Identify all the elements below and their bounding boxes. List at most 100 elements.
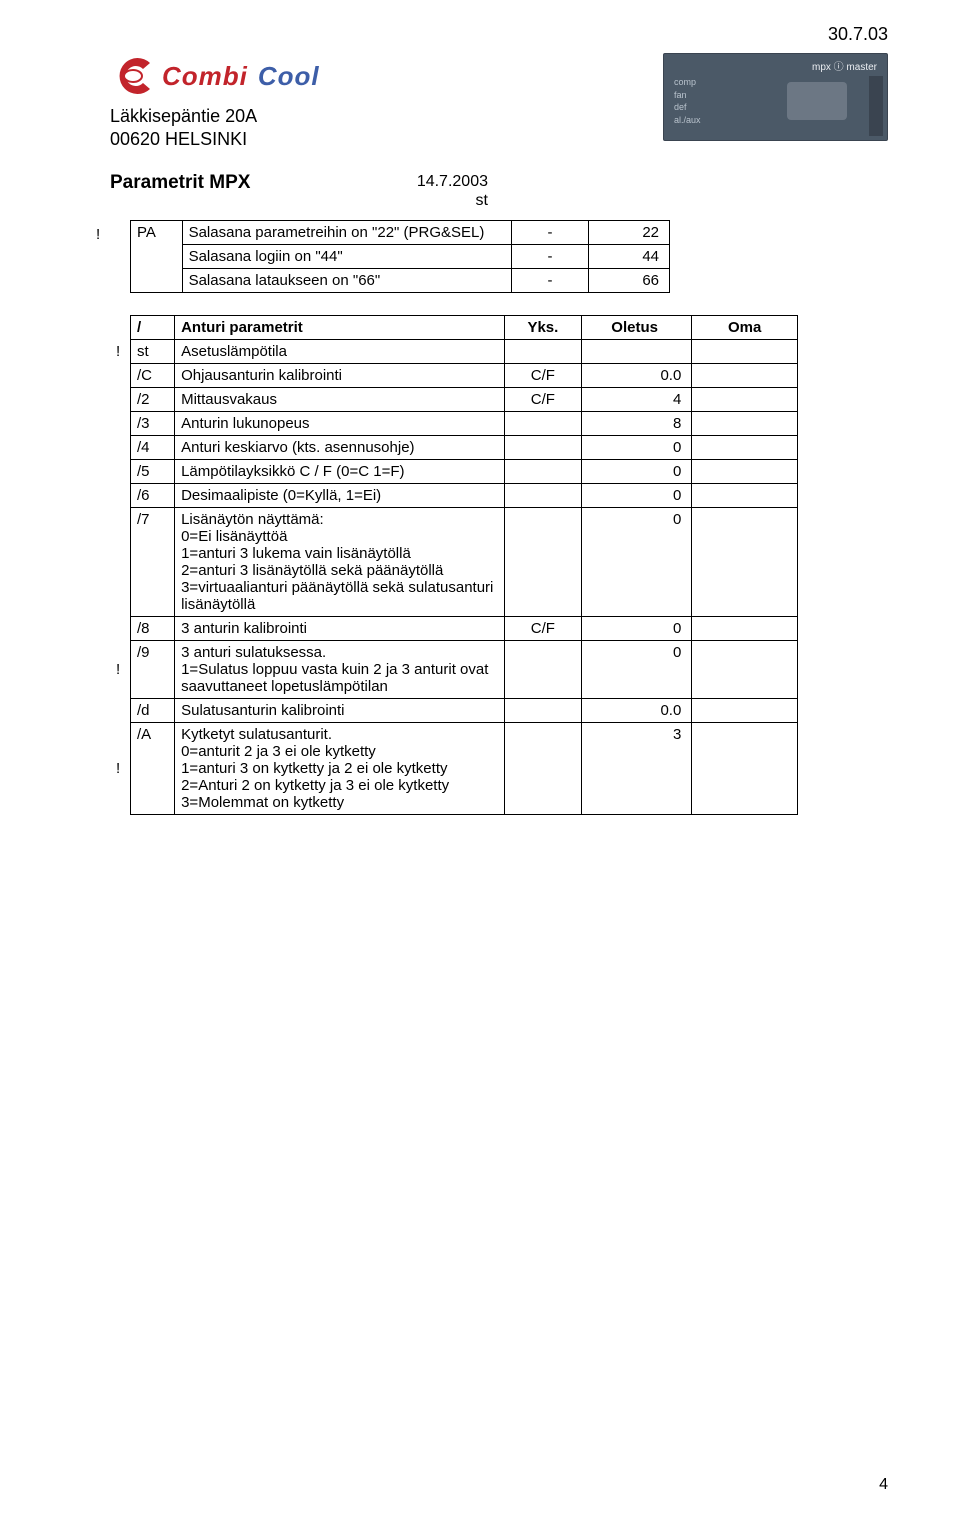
table2-desc: Asetuslämpötila	[175, 340, 505, 364]
table2-code: /8	[131, 617, 175, 641]
table1-unit: -	[512, 221, 589, 245]
table2-row: /COhjausanturin kalibrointiC/F0.0	[131, 364, 798, 388]
table1-value: 22	[588, 221, 669, 245]
table2-oma	[692, 617, 798, 641]
table2-value: 0	[581, 641, 691, 699]
table2-header-row: / Anturi parametrit Yks. Oletus Oma	[131, 316, 798, 340]
table2-oma	[692, 460, 798, 484]
table2-value: 8	[581, 412, 691, 436]
table2-value: 3	[581, 723, 691, 815]
table2-desc: Mittausvakaus	[175, 388, 505, 412]
logo-text: Combi Cool	[162, 61, 320, 92]
table2-value: 0.0	[581, 364, 691, 388]
doc-date-sub: st	[417, 191, 488, 210]
table1-row: Salasana logiin on "44"-44	[131, 245, 670, 269]
table2-unit	[504, 508, 581, 617]
col-header-code: /	[131, 316, 175, 340]
col-header-oma: Oma	[692, 316, 798, 340]
table2-exclam: !	[116, 661, 120, 678]
table2-code: /3	[131, 412, 175, 436]
address-line2: 00620 HELSINKI	[110, 128, 663, 151]
table2-row: /5Lämpötilayksikkö C / F (0=C 1=F)0	[131, 460, 798, 484]
table1: PASalasana parametreihin on "22" (PRG&SE…	[130, 220, 670, 293]
table2-oma	[692, 508, 798, 617]
device-display	[787, 82, 847, 120]
page: 30.7.03 Combi Cool Läkkisepäntie 20A 006…	[0, 0, 960, 1524]
table2-value	[581, 340, 691, 364]
logo-c-icon	[110, 53, 156, 99]
table2-unit	[504, 641, 581, 699]
table2-row: /AKytketyt sulatusanturit. 0=anturit 2 j…	[131, 723, 798, 815]
table2-code: st	[131, 340, 175, 364]
table2-code: /9	[131, 641, 175, 699]
table2-unit: C/F	[504, 617, 581, 641]
table2-desc: Anturin lukunopeus	[175, 412, 505, 436]
table1-exclam: !	[96, 226, 100, 243]
table1-desc: Salasana logiin on "44"	[182, 245, 512, 269]
table1-desc: Salasana parametreihin on "22" (PRG&SEL)	[182, 221, 512, 245]
doc-date: 14.7.2003 st	[417, 172, 488, 210]
table2-value: 0.0	[581, 699, 691, 723]
device-brand-strip	[869, 76, 883, 136]
table2-unit	[504, 723, 581, 815]
table2-row: /83 anturin kalibrointiC/F0	[131, 617, 798, 641]
device-mpx-label: mpx ⓘ master	[812, 58, 877, 73]
table2-unit	[504, 460, 581, 484]
logo: Combi Cool	[110, 53, 663, 99]
table2-value: 0	[581, 460, 691, 484]
top-date: 30.7.03	[110, 24, 888, 45]
table2-oma	[692, 340, 798, 364]
table2-unit	[504, 412, 581, 436]
table2-value: 0	[581, 484, 691, 508]
device-image: mpx ⓘ master comp fan def al./aux	[663, 53, 888, 141]
logo-text-combi: Combi	[162, 61, 248, 92]
table2-desc: 3 anturi sulatuksessa. 1=Sulatus loppuu …	[175, 641, 505, 699]
table2: / Anturi parametrit Yks. Oletus Oma stAs…	[130, 315, 798, 815]
table2-oma	[692, 723, 798, 815]
table1-unit: -	[512, 269, 589, 293]
table2-code: /5	[131, 460, 175, 484]
address-line1: Läkkisepäntie 20A	[110, 105, 663, 128]
table2-exclam: !	[116, 760, 120, 777]
table2-desc: Sulatusanturin kalibrointi	[175, 699, 505, 723]
table2-code: /7	[131, 508, 175, 617]
table2-code: /4	[131, 436, 175, 460]
table2-oma	[692, 641, 798, 699]
title-row: Parametrit MPX 14.7.2003 st	[110, 172, 888, 210]
table2-wrap: / Anturi parametrit Yks. Oletus Oma stAs…	[110, 315, 888, 815]
table2-value: 0	[581, 617, 691, 641]
table2-oma	[692, 699, 798, 723]
table1-desc: Salasana lataukseen on "66"	[182, 269, 512, 293]
table2-value: 0	[581, 436, 691, 460]
table1-code: PA	[131, 221, 183, 293]
table2-row: /7Lisänäytön näyttämä: 0=Ei lisänäyttöä …	[131, 508, 798, 617]
table2-code: /d	[131, 699, 175, 723]
table2-row: /6Desimaalipiste (0=Kyllä, 1=Ei)0	[131, 484, 798, 508]
col-header-unit: Yks.	[504, 316, 581, 340]
table2-oma	[692, 412, 798, 436]
table1-value: 66	[588, 269, 669, 293]
table2-unit	[504, 484, 581, 508]
table2-row: /2MittausvakausC/F4	[131, 388, 798, 412]
col-header-desc: Anturi parametrit	[175, 316, 505, 340]
table2-value: 0	[581, 508, 691, 617]
page-number: 4	[879, 1476, 888, 1494]
table1-row: Salasana lataukseen on "66"-66	[131, 269, 670, 293]
table2-row: /dSulatusanturin kalibrointi 0.0	[131, 699, 798, 723]
table2-exclam: !	[116, 343, 120, 360]
table2-desc: 3 anturin kalibrointi	[175, 617, 505, 641]
table1-row: PASalasana parametreihin on "22" (PRG&SE…	[131, 221, 670, 245]
table2-desc: Kytketyt sulatusanturit. 0=anturit 2 ja …	[175, 723, 505, 815]
table2-desc: Ohjausanturin kalibrointi	[175, 364, 505, 388]
table2-oma	[692, 388, 798, 412]
table2-code: /6	[131, 484, 175, 508]
device-labels: comp fan def al./aux	[674, 76, 701, 126]
table2-row: /4Anturi keskiarvo (kts. asennusohje) 0	[131, 436, 798, 460]
header-left: Combi Cool Läkkisepäntie 20A 00620 HELSI…	[110, 53, 663, 150]
table2-desc: Lisänäytön näyttämä: 0=Ei lisänäyttöä 1=…	[175, 508, 505, 617]
doc-date-value: 14.7.2003	[417, 172, 488, 191]
table2-row: /93 anturi sulatuksessa. 1=Sulatus loppu…	[131, 641, 798, 699]
table2-desc: Anturi keskiarvo (kts. asennusohje)	[175, 436, 505, 460]
table2-unit	[504, 436, 581, 460]
table2-code: /2	[131, 388, 175, 412]
